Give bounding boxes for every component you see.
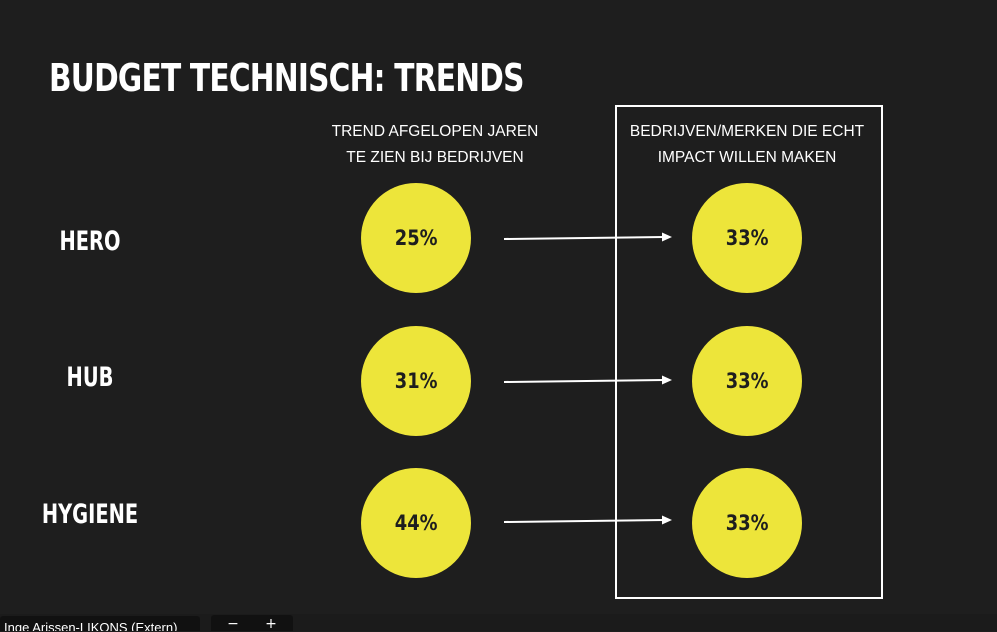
impact-column-box [615,105,883,599]
minus-icon: − [227,616,239,632]
trend-header-line-1: TREND AFGELOPEN JAREN [331,123,539,140]
right-arrow-icon [504,375,672,385]
trend-header-line-2: TE ZIEN BIJ BEDRIJVEN [346,149,524,166]
impact-header-line-2: IMPACT WILLEN MAKEN [657,149,837,166]
plus-icon: + [265,616,277,632]
trend-circle-hub: 31% [361,326,471,436]
trend-circle-hygiene: 44% [361,468,471,578]
participant-name: Inge Arissen-LIKONS (Extern) [4,620,178,631]
right-arrow-icon [504,232,672,242]
target-circle-hero: 33% [692,183,802,293]
trend-value-hero: 25% [394,226,438,250]
row-label-hygiene: HYGIENE [41,499,139,530]
meeting-taskbar: Inge Arissen-LIKONS (Extern) − + [0,614,997,631]
target-value-hero: 33% [725,226,769,250]
trend-circle-hero: 25% [361,183,471,293]
trend-value-hygiene: 44% [394,511,438,535]
zoom-out-button[interactable]: − [225,617,241,631]
trend-value-hub: 31% [394,369,438,393]
trend-column-header: TREND AFGELOPEN JAREN TE ZIEN BIJ BEDRIJ… [300,119,570,171]
zoom-in-button[interactable]: + [263,617,279,631]
impact-column-header: BEDRIJVEN/MERKEN DIE ECHT IMPACT WILLEN … [617,119,877,171]
target-value-hub: 33% [725,369,769,393]
participant-name-tag[interactable]: Inge Arissen-LIKONS (Extern) [0,616,200,631]
target-circle-hygiene: 33% [692,468,802,578]
row-label-hub: HUB [66,362,114,393]
presentation-slide: BUDGET TECHNISCH: TRENDS TREND AFGELOPEN… [41,56,883,599]
right-arrow-icon [504,515,672,525]
impact-header-line-1: BEDRIJVEN/MERKEN DIE ECHT [629,123,865,140]
target-circle-hub: 33% [692,326,802,436]
row-label-hero: HERO [59,226,121,257]
target-value-hygiene: 33% [725,511,769,535]
zoom-controls: − + [211,615,293,631]
slide-title: BUDGET TECHNISCH: TRENDS [49,56,524,100]
